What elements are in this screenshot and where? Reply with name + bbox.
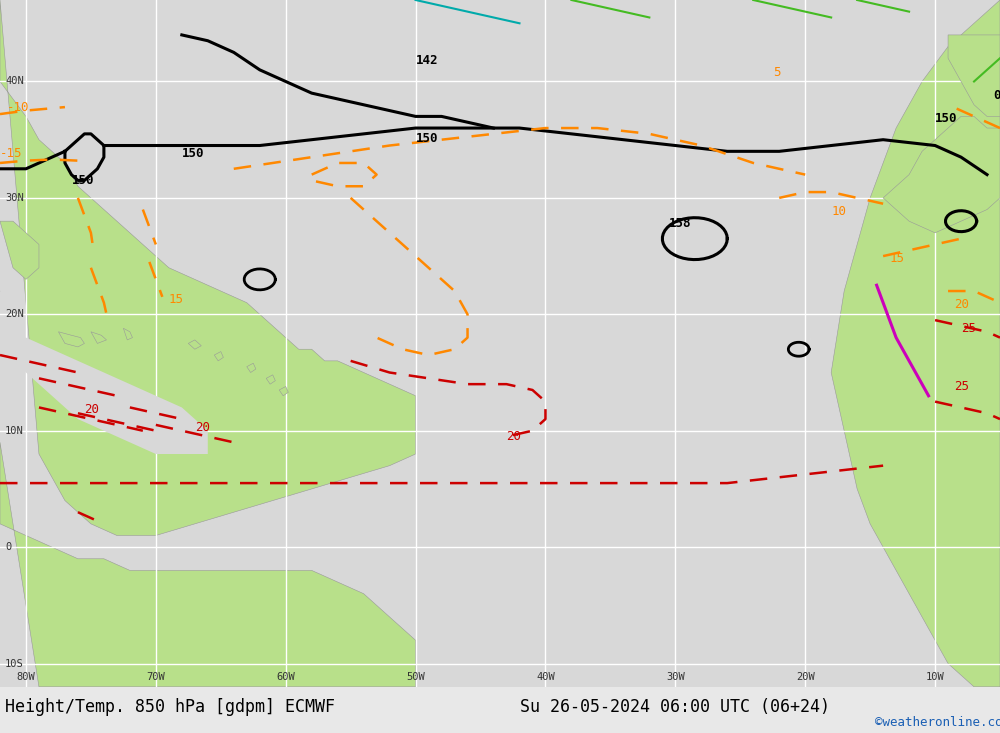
- Text: 20: 20: [955, 298, 970, 312]
- Text: 20: 20: [506, 430, 521, 443]
- Text: 15: 15: [890, 252, 905, 265]
- Text: 30N: 30N: [5, 193, 24, 203]
- Text: Height/Temp. 850 hPa [gdpm] ECMWF: Height/Temp. 850 hPa [gdpm] ECMWF: [5, 699, 335, 716]
- Text: 10N: 10N: [5, 426, 24, 435]
- Text: 80W: 80W: [17, 672, 35, 682]
- Text: 15: 15: [169, 292, 184, 306]
- Polygon shape: [247, 363, 256, 372]
- Text: 142: 142: [416, 54, 438, 67]
- Polygon shape: [91, 332, 106, 343]
- Text: -10: -10: [6, 100, 29, 114]
- Polygon shape: [188, 340, 201, 349]
- Text: 150: 150: [416, 132, 438, 145]
- Text: 0: 0: [5, 542, 11, 552]
- Text: 40N: 40N: [5, 76, 24, 86]
- Text: 50W: 50W: [406, 672, 425, 682]
- Polygon shape: [279, 386, 288, 396]
- Text: 40W: 40W: [536, 672, 555, 682]
- Polygon shape: [948, 35, 1000, 117]
- Text: 20: 20: [195, 421, 210, 434]
- Text: 150: 150: [182, 147, 204, 160]
- Polygon shape: [58, 332, 84, 347]
- Text: 25: 25: [955, 380, 970, 393]
- Text: 20N: 20N: [5, 309, 24, 320]
- Polygon shape: [0, 221, 39, 279]
- Text: 20W: 20W: [796, 672, 815, 682]
- Text: 5: 5: [773, 66, 780, 78]
- Text: 10W: 10W: [926, 672, 944, 682]
- Text: 10: 10: [831, 205, 846, 218]
- Text: 25: 25: [961, 322, 976, 335]
- Polygon shape: [831, 0, 1000, 687]
- Text: 150: 150: [71, 174, 94, 187]
- Text: Su 26-05-2024 06:00 UTC (06+24): Su 26-05-2024 06:00 UTC (06+24): [520, 699, 830, 716]
- Text: 30W: 30W: [666, 672, 685, 682]
- Text: ©weatheronline.co.uk: ©weatheronline.co.uk: [875, 716, 1000, 729]
- Polygon shape: [214, 352, 223, 361]
- Polygon shape: [266, 375, 275, 384]
- Polygon shape: [0, 0, 416, 536]
- Text: 70W: 70W: [146, 672, 165, 682]
- Text: 150: 150: [935, 112, 958, 125]
- Polygon shape: [0, 442, 416, 687]
- Text: 60W: 60W: [276, 672, 295, 682]
- Text: 20: 20: [84, 403, 99, 416]
- Polygon shape: [0, 338, 208, 454]
- Polygon shape: [883, 117, 1000, 233]
- Text: 0: 0: [994, 89, 1000, 102]
- Text: -15: -15: [0, 147, 22, 160]
- Polygon shape: [123, 328, 132, 340]
- Text: 158: 158: [669, 217, 691, 230]
- Text: 10S: 10S: [5, 658, 24, 668]
